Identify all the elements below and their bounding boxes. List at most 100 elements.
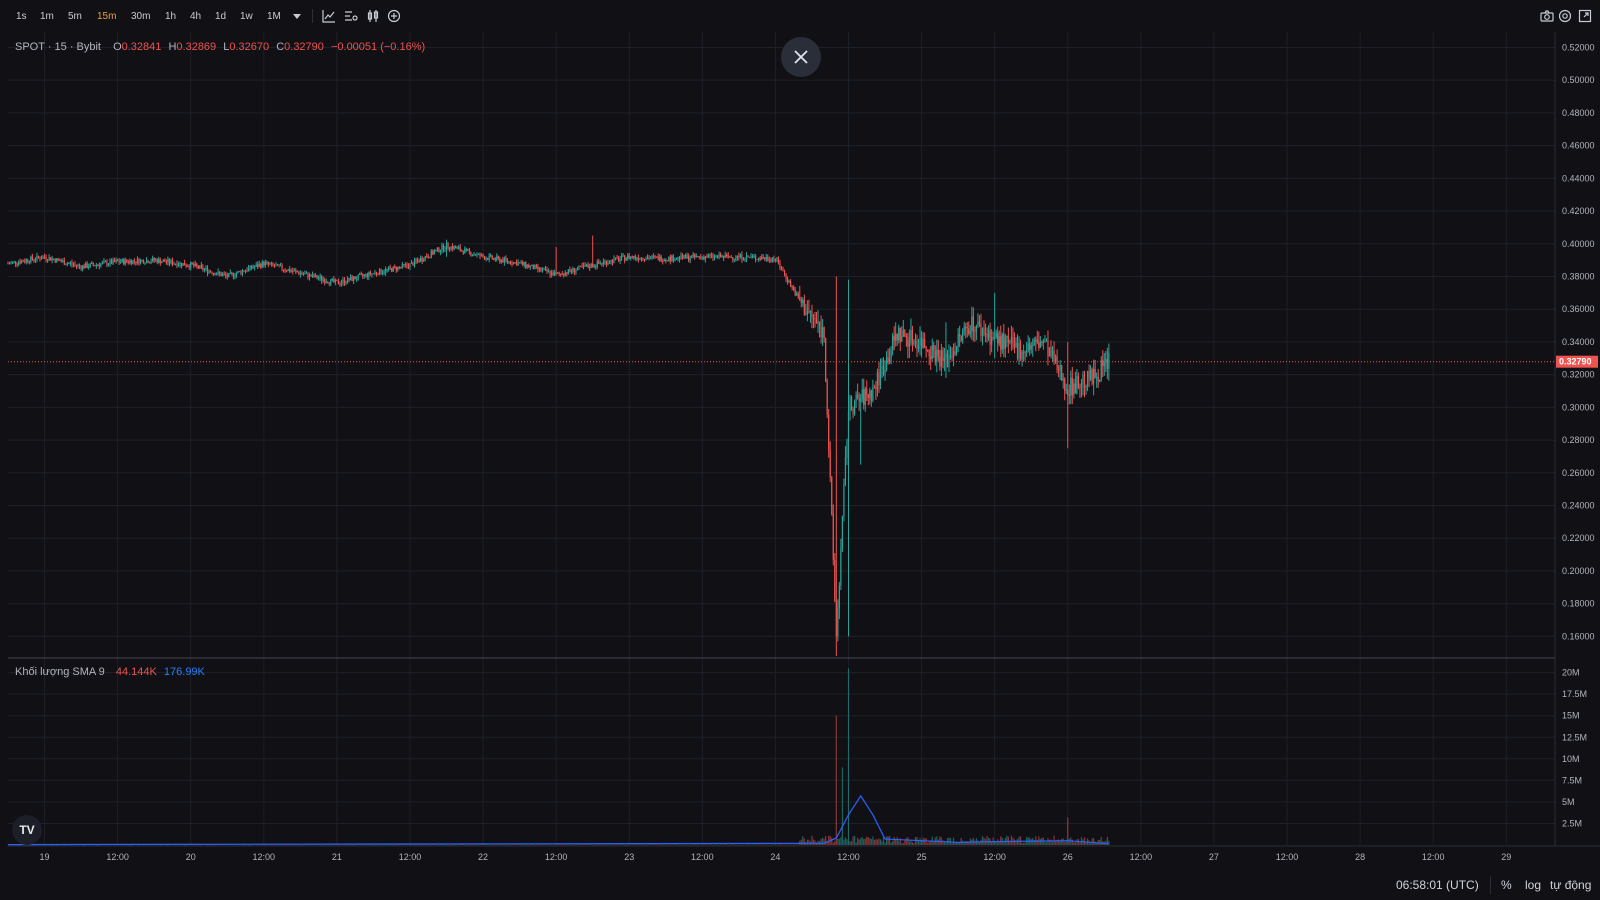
- settings-icon[interactable]: [1558, 9, 1572, 23]
- candle-body: [156, 259, 158, 263]
- candle-body: [113, 259, 116, 262]
- candles-icon[interactable]: [366, 9, 380, 23]
- candle-body: [989, 330, 991, 345]
- price-chart[interactable]: 0.32790 0.52000 0.50000 0.48000 0.46000 0.44…: [0, 0, 1600, 862]
- timeframe-1M[interactable]: 1M: [267, 11, 281, 22]
- candle-body: [933, 345, 935, 351]
- volume-bar: [704, 844, 706, 845]
- candle-body: [1058, 369, 1060, 371]
- camera-icon[interactable]: [1540, 9, 1554, 23]
- candle-body: [1013, 343, 1016, 348]
- candle-body: [715, 255, 717, 257]
- volume-bar: [844, 837, 847, 845]
- line-chart-icon[interactable]: [322, 9, 336, 23]
- volume-bar: [968, 841, 970, 845]
- candle-body: [471, 254, 474, 256]
- candle-body: [596, 261, 598, 267]
- candle-body: [759, 257, 761, 260]
- candle-body: [86, 263, 88, 268]
- timeframe-5m[interactable]: 5m: [68, 11, 82, 22]
- tradingview-logo[interactable]: TV: [12, 815, 42, 845]
- candle-body: [31, 256, 33, 260]
- candle-body: [203, 268, 206, 270]
- candle-body: [269, 263, 271, 265]
- volume-bar: [374, 844, 376, 846]
- volume-bar: [747, 844, 749, 845]
- candle-body: [40, 258, 43, 260]
- candle-body: [30, 256, 32, 263]
- candle-body: [185, 265, 187, 267]
- candle-body: [780, 267, 783, 271]
- candle-body: [442, 245, 445, 250]
- candle-body: [351, 277, 353, 281]
- candle-body: [56, 258, 58, 263]
- candle-body: [534, 265, 536, 270]
- chevron-down-icon[interactable]: [290, 9, 304, 23]
- timeframe-1w[interactable]: 1w: [240, 11, 253, 22]
- clock-label[interactable]: 06:58:01 (UTC): [1396, 878, 1479, 892]
- volume-axis: 20M 17.5M 15M 12.5M 10M 7.5M 5M 2.5M: [1562, 668, 1587, 829]
- candle-body: [987, 330, 990, 338]
- volume-bar: [790, 844, 792, 846]
- candle-body: [959, 334, 961, 336]
- volume-bar: [729, 844, 731, 846]
- timeframe-30m[interactable]: 30m: [131, 11, 151, 22]
- candle-body: [325, 281, 327, 283]
- candle-body: [400, 266, 402, 268]
- candle-body: [127, 261, 129, 263]
- percent-toggle[interactable]: %: [1501, 878, 1512, 892]
- volume-bar: [447, 844, 449, 846]
- volume-bar: [490, 844, 492, 846]
- candle-body: [1106, 358, 1108, 370]
- volume-bar: [448, 844, 451, 846]
- close-button[interactable]: [781, 37, 821, 77]
- volume-bar: [683, 844, 685, 845]
- volume-bar: [710, 844, 713, 846]
- indicators-icon[interactable]: [344, 9, 358, 23]
- timeframe-1d[interactable]: 1d: [215, 11, 227, 22]
- volume-bar: [1065, 839, 1067, 845]
- volume-bar: [949, 837, 952, 845]
- volume-bar: [391, 844, 393, 846]
- fullscreen-icon[interactable]: [1578, 9, 1592, 23]
- auto-scale-toggle[interactable]: tự động: [1550, 878, 1592, 892]
- candle-body: [739, 254, 741, 258]
- timeframe-1s[interactable]: 1s: [16, 11, 27, 22]
- volume-bar: [165, 844, 167, 846]
- last-price-line: 0.32790: [8, 355, 1598, 368]
- volume-bar: [1106, 836, 1108, 845]
- volume-bar: [630, 844, 632, 846]
- volume-bar: [305, 844, 308, 846]
- volume-bar: [377, 844, 379, 846]
- candle-body: [287, 269, 289, 272]
- compare-add-icon[interactable]: [387, 9, 401, 23]
- timeframe-15m[interactable]: 15m: [97, 11, 117, 22]
- volume-bar: [642, 844, 644, 846]
- volume-bar: [649, 844, 652, 846]
- candle-body: [331, 279, 333, 281]
- volume-tick-label: 7.5M: [1562, 775, 1582, 785]
- candle-body: [1036, 339, 1038, 343]
- volume-bar: [378, 844, 381, 846]
- candle-body: [456, 247, 458, 249]
- timeframe-1m[interactable]: 1m: [40, 11, 54, 22]
- volume-bar: [782, 844, 784, 846]
- volume-bar: [235, 844, 237, 846]
- timeframe-4h[interactable]: 4h: [190, 11, 202, 22]
- volume-bar: [427, 844, 429, 846]
- candle-body: [383, 272, 385, 274]
- volume-bar: [663, 844, 665, 846]
- candle-body: [837, 608, 839, 637]
- candle-body: [308, 274, 311, 278]
- volume-bar: [911, 842, 914, 845]
- volume-bar: [669, 844, 671, 846]
- volume-bar: [694, 844, 696, 845]
- candle-body: [321, 276, 323, 281]
- candle-body: [1056, 356, 1058, 370]
- log-toggle[interactable]: log: [1525, 878, 1542, 892]
- timeframe-1h[interactable]: 1h: [165, 11, 177, 22]
- volume-bar: [640, 844, 643, 845]
- candle-body: [503, 258, 505, 263]
- volume-bar: [835, 715, 837, 845]
- candle-body: [100, 263, 102, 267]
